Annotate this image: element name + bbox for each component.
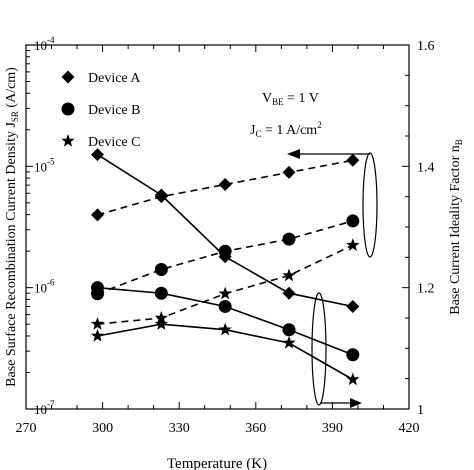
jc-annotation: JC = 1 A/cm2 [250, 120, 322, 139]
y-left-tick-base: 10 [34, 38, 47, 53]
y-right-tick-label: 1.4 [417, 160, 435, 175]
y-left-label-unit: (A/cm) [4, 67, 19, 111]
y-left-tick-label: 10-4 [34, 35, 55, 53]
y-left-tick-exponent: -5 [47, 156, 55, 166]
data-point-device-c-star [218, 322, 232, 336]
dashed-group-ellipse [362, 152, 378, 258]
x-tick-label: 390 [322, 421, 343, 436]
x-tick-labels: 270 300 330 360 390 420 [16, 421, 420, 436]
y-right-axis-label: Base Current Ideality Factor nB [448, 139, 464, 315]
data-point-device-b-circle [346, 214, 360, 228]
vbe-main: V [262, 91, 272, 106]
y-left-tick-label: 10-5 [34, 156, 55, 174]
x-axis-label: Temperature (K) [167, 456, 267, 470]
y-right-tick-label: 1 [417, 403, 424, 418]
data-point-device-a-diamond [282, 165, 296, 179]
y-left-tick-label: 10-6 [34, 278, 55, 296]
jc-main: J [250, 123, 256, 138]
y-left-tick-label: 10-7 [34, 399, 55, 417]
vbe-annotation: VBE = 1 V [262, 91, 319, 107]
data-point-device-b-circle [346, 348, 360, 362]
jc-sup: 2 [317, 120, 322, 130]
data-point-device-a-diamond [218, 178, 232, 192]
vbe-rest: = 1 V [284, 91, 319, 106]
data-point-device-a-diamond [282, 286, 296, 300]
x-tick-label: 300 [92, 421, 113, 436]
legend-marker-circle [61, 102, 75, 116]
x-tick-label: 270 [16, 421, 37, 436]
jc-rest: = 1 A/cm [261, 123, 317, 138]
data-point-device-a-diamond [90, 148, 104, 162]
data-point-device-a-diamond [154, 190, 168, 204]
data-point-device-c-star [282, 268, 296, 282]
data-point-device-b-circle [154, 286, 168, 300]
data-point-device-a-diamond [346, 153, 360, 167]
solid-group-arrowhead [350, 398, 362, 408]
y-left-axis-label: Base Surface Recombination Current Densi… [4, 67, 20, 387]
annotations: VBE = 1 V JC = 1 A/cm2 [250, 91, 378, 408]
x-tick-label: 360 [245, 421, 266, 436]
data-point-device-b-circle [282, 323, 296, 337]
y-right-tick-label: 1.2 [417, 282, 435, 297]
series-line-device-a-dashed [97, 159, 353, 216]
legend-marker-diamond [61, 70, 75, 84]
y-left-tick-base: 10 [34, 281, 47, 296]
legend: Device A Device B Device C [61, 70, 141, 150]
y-left-tick-base: 10 [34, 159, 47, 174]
y-left-tick-exponent: -7 [47, 399, 55, 409]
legend-marker-star [61, 134, 75, 147]
y-left-tick-labels: 10-710-610-510-4 [34, 35, 55, 417]
data-point-device-a-diamond [90, 208, 104, 222]
legend-label: Device C [88, 135, 140, 150]
y-right-tick-label: 1.6 [417, 39, 435, 54]
vbe-sub: BE [272, 97, 284, 107]
y-right-label-main: Base Current Ideality Factor n [448, 145, 463, 315]
data-point-device-c-star [154, 311, 168, 324]
data-point-device-b-circle [154, 262, 168, 276]
axis-ticks [25, 44, 410, 410]
y-left-label-sub: SR [10, 111, 20, 122]
legend-label: Device B [88, 103, 140, 118]
y-right-label-sub: B [454, 139, 464, 145]
x-tick-label: 420 [399, 421, 420, 436]
data-point-device-b-circle [90, 287, 104, 301]
x-tick-label: 330 [169, 421, 190, 436]
series-markers [90, 148, 360, 386]
data-point-device-b-circle [218, 299, 232, 313]
solid-group-ellipse [311, 292, 327, 406]
series-line-device-a-solid [97, 153, 353, 308]
y-left-tick-exponent: -4 [47, 35, 55, 45]
data-point-device-c-star [90, 329, 105, 342]
data-point-device-a-diamond [346, 299, 360, 313]
data-point-device-b-circle [282, 232, 296, 246]
data-point-device-c-star [346, 372, 360, 386]
y-left-tick-exponent: -6 [47, 278, 55, 288]
jc-sub: C [255, 129, 261, 139]
y-right-tick-labels: 1 1.2 1.4 1.6 [417, 39, 435, 418]
dashed-group-arrowhead [287, 149, 300, 159]
data-point-device-c-star [154, 317, 168, 330]
data-point-device-c-star [282, 336, 296, 349]
y-left-label-main: Base Surface Recombination Current Densi… [4, 122, 19, 387]
legend-label: Device A [88, 71, 141, 86]
data-point-device-c-star [346, 238, 360, 251]
data-point-device-c-star [90, 317, 105, 330]
data-point-device-b-circle [218, 244, 232, 258]
data-point-device-c-star [218, 286, 232, 300]
y-left-tick-base: 10 [34, 402, 47, 417]
